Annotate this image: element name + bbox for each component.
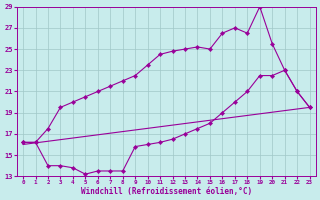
X-axis label: Windchill (Refroidissement éolien,°C): Windchill (Refroidissement éolien,°C) [81,187,252,196]
